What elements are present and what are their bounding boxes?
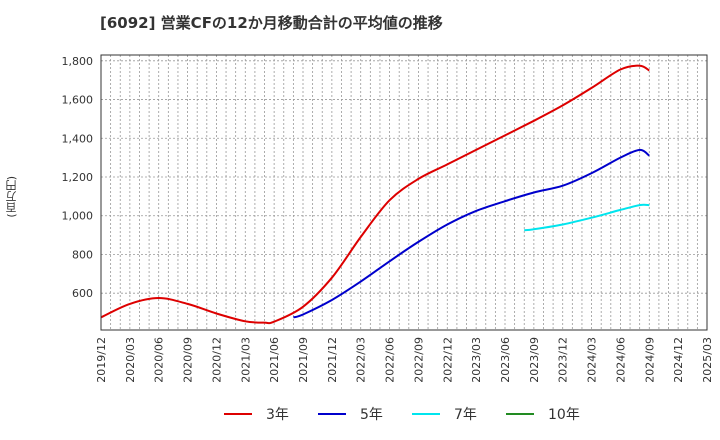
x-tick-label: 2022/09 — [412, 337, 425, 383]
x-tick-label: 2021/09 — [297, 337, 310, 383]
x-tick-label: 2022/03 — [355, 337, 368, 383]
y-tick-label: 1,200 — [62, 171, 94, 184]
legend: 3年 5年 7年 10年 — [224, 407, 580, 423]
x-tick-label: 2025/03 — [701, 337, 714, 383]
x-tick-label: 2024/06 — [614, 337, 627, 383]
x-tick-label: 2024/09 — [643, 337, 656, 383]
y-axis-ticks: 600 800 1,000 1,200 1,400 1,600 1,800 — [62, 55, 94, 300]
y-tick-label: 1,400 — [62, 132, 94, 145]
x-tick-label: 2020/03 — [124, 337, 137, 383]
x-tick-label: 2021/12 — [326, 337, 339, 383]
series-line-2 — [524, 203, 650, 232]
y-tick-label: 600 — [72, 287, 93, 300]
plot-background — [101, 55, 707, 330]
x-axis-ticks: 2019/12 2020/03 2020/06 2020/09 2020/12 2021/… — [95, 337, 714, 383]
y-tick-label: 1,000 — [62, 210, 94, 223]
legend-label-0: 3年 — [266, 407, 289, 423]
x-tick-label: 2021/03 — [239, 337, 252, 383]
y-tick-label: 800 — [72, 248, 93, 261]
series-lines — [100, 64, 650, 325]
x-tick-label: 2024/03 — [586, 337, 599, 383]
x-tick-label: 2023/12 — [557, 337, 570, 383]
x-tick-label: 2022/06 — [384, 337, 397, 383]
series-line-1 — [293, 148, 650, 319]
plot-frame — [100, 54, 708, 331]
x-tick-label: 2023/06 — [499, 337, 512, 383]
x-tick-label: 2023/03 — [470, 337, 483, 383]
x-tick-label: 2020/09 — [182, 337, 195, 383]
x-tick-label: 2020/06 — [153, 337, 166, 383]
chart-title: [6092] 営業CFの12か月移動合計の平均値の推移 — [100, 14, 443, 32]
y-tick-label: 1,600 — [62, 94, 94, 107]
series-line-0 — [100, 64, 650, 325]
y-tick-label: 1,800 — [62, 55, 94, 68]
x-tick-label: 2020/12 — [210, 337, 223, 383]
x-tick-label: 2019/12 — [95, 337, 108, 383]
x-tick-label: 2023/09 — [528, 337, 541, 383]
x-tick-label: 2022/12 — [441, 337, 454, 383]
legend-label-1: 5年 — [360, 407, 383, 423]
x-tick-label: 2021/06 — [268, 337, 281, 383]
legend-label-3: 10年 — [548, 407, 580, 423]
x-tick-label: 2024/12 — [672, 337, 685, 383]
legend-label-2: 7年 — [454, 407, 477, 423]
